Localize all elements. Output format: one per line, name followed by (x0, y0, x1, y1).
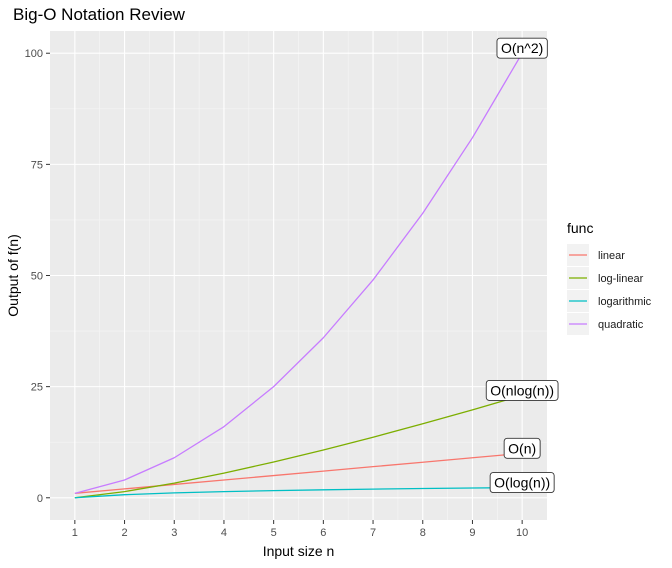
x-tick-label: 5 (271, 527, 277, 539)
x-tick-label: 7 (370, 527, 376, 539)
x-tick-label: 9 (469, 527, 475, 539)
series-annotations: O(n) O(nlog(n)) O(log(n)) O(n^2) (485, 37, 559, 493)
annotation-quadratic: O(n^2) (496, 37, 548, 59)
x-tick-label: 8 (420, 527, 426, 539)
x-tick-label: 2 (121, 527, 127, 539)
annotation-label-linear: O(n) (508, 440, 536, 456)
annotation-label-log-linear: O(nlog(n)) (490, 382, 554, 398)
y-tick-label: 100 (25, 48, 43, 60)
legend: func linear log-linear logarithmic quadrati… (566, 220, 659, 337)
legend-items: linear log-linear logarithmic quadratic (566, 243, 659, 337)
y-tick-label: 50 (31, 271, 43, 283)
annotation-logarithmic: O(log(n)) (489, 472, 555, 493)
series-line-quadratic (74, 52, 523, 494)
legend-label-log-linear: log-linear (598, 273, 644, 285)
legend-title: func (567, 220, 593, 236)
annotation-log-linear: O(nlog(n)) (485, 379, 559, 401)
x-axis-ticks: 1 2 3 4 5 6 7 8 9 10 (72, 520, 528, 539)
annotation-box-log-linear (485, 379, 559, 401)
chart-title: Big-O Notation Review (13, 5, 186, 24)
y-tick-label: 25 (31, 382, 43, 394)
legend-label-logarithmic: logarithmic (598, 296, 652, 308)
annotation-box-logarithmic (489, 472, 555, 493)
legend-label-quadratic: quadratic (598, 319, 644, 331)
x-axis-title: Input size n (263, 543, 335, 559)
annotation-box-quadratic (496, 37, 548, 59)
annotation-label-quadratic: O(n^2) (501, 40, 543, 56)
x-tick-label: 3 (171, 527, 177, 539)
x-tick-label: 10 (516, 527, 528, 539)
series-line-log-linear (74, 394, 523, 499)
series-line-logarithmic (74, 486, 523, 499)
annotation-label-logarithmic: O(log(n)) (494, 475, 550, 491)
y-tick-label: 0 (37, 493, 43, 505)
major-gridlines (50, 31, 547, 520)
legend-label-linear: linear (598, 250, 625, 262)
x-tick-label: 6 (320, 527, 326, 539)
series-lines (74, 52, 523, 499)
x-tick-label: 4 (221, 527, 227, 539)
annotation-linear: O(n) (503, 437, 541, 459)
x-tick-label: 1 (72, 527, 78, 539)
y-tick-label: 75 (31, 159, 43, 171)
series-line-linear (74, 452, 523, 494)
annotation-box-linear (503, 437, 541, 459)
y-axis-title: Output of f(n) (5, 234, 21, 316)
y-axis-ticks: 0 25 50 75 100 (25, 48, 50, 505)
